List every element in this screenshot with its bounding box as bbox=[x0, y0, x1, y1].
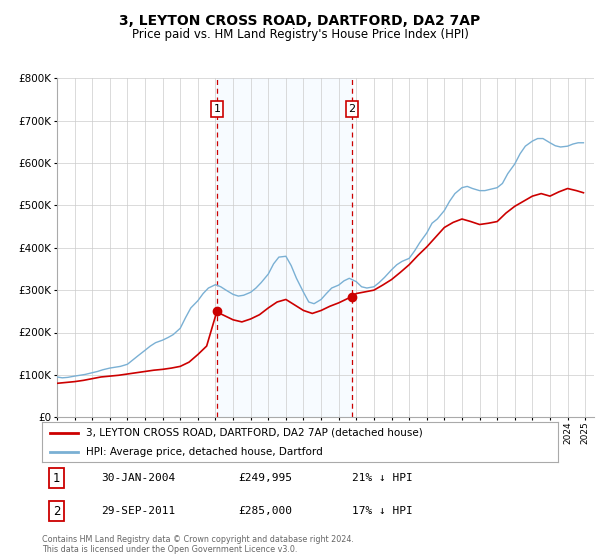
Text: 1: 1 bbox=[214, 104, 220, 114]
Text: Contains HM Land Registry data © Crown copyright and database right 2024.: Contains HM Land Registry data © Crown c… bbox=[42, 534, 354, 544]
Text: HPI: Average price, detached house, Dartford: HPI: Average price, detached house, Dart… bbox=[86, 447, 323, 457]
Text: 2: 2 bbox=[349, 104, 355, 114]
Bar bbox=[217, 78, 352, 417]
Text: This data is licensed under the Open Government Licence v3.0.: This data is licensed under the Open Gov… bbox=[42, 545, 298, 554]
Text: £249,995: £249,995 bbox=[238, 473, 292, 483]
Text: 29-SEP-2011: 29-SEP-2011 bbox=[101, 506, 176, 516]
Text: £285,000: £285,000 bbox=[238, 506, 292, 516]
Text: 17% ↓ HPI: 17% ↓ HPI bbox=[352, 506, 412, 516]
Text: 2: 2 bbox=[53, 505, 60, 517]
Text: 21% ↓ HPI: 21% ↓ HPI bbox=[352, 473, 412, 483]
Text: 30-JAN-2004: 30-JAN-2004 bbox=[101, 473, 176, 483]
Text: Price paid vs. HM Land Registry's House Price Index (HPI): Price paid vs. HM Land Registry's House … bbox=[131, 28, 469, 41]
Text: 3, LEYTON CROSS ROAD, DARTFORD, DA2 7AP (detached house): 3, LEYTON CROSS ROAD, DARTFORD, DA2 7AP … bbox=[86, 428, 422, 438]
Text: 1: 1 bbox=[53, 472, 60, 484]
Text: 3, LEYTON CROSS ROAD, DARTFORD, DA2 7AP: 3, LEYTON CROSS ROAD, DARTFORD, DA2 7AP bbox=[119, 14, 481, 28]
